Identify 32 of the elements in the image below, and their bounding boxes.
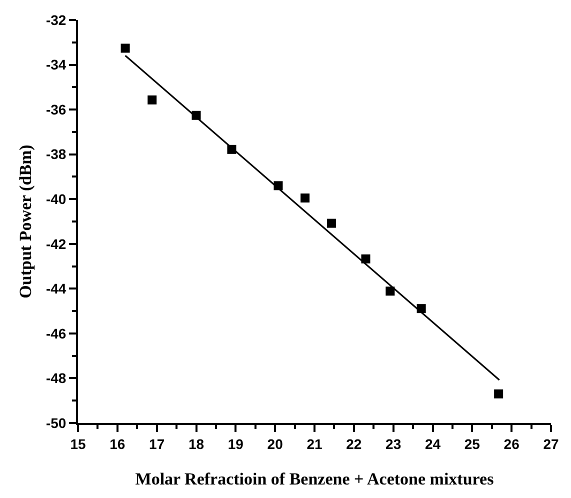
point [494,389,504,398]
x-tick-label: 15 [70,436,86,452]
x-axis-title: Molar Refractioin of Benzene + Acetone mixtures [135,470,494,489]
y-tick-label: -42 [46,236,66,252]
point [148,95,157,104]
y-tick-label: -50 [46,414,66,431]
point [120,44,130,53]
y-tick-label: -32 [46,12,66,28]
y-tick-label: -48 [46,370,66,386]
x-tick-label: 19 [228,436,244,452]
point [386,286,395,296]
y-tick-label: -44 [46,280,66,297]
point [300,193,310,202]
x-tick-label: 25 [464,436,480,452]
x-tick-label: 16 [110,436,126,452]
x-tick-label: 23 [386,436,402,452]
x-tick-label: 21 [306,436,322,452]
point [361,254,370,264]
y-tick-label: -46 [46,325,66,342]
x-tick-label: 17 [149,436,165,452]
x-tick-label: 27 [543,436,559,452]
x-tick-label: 22 [346,436,362,452]
y-tick-label: -38 [46,146,66,162]
x-tick-label: 20 [267,436,284,452]
y-axis-title: Output Power (dBm) [16,144,36,298]
x-tick-label: 24 [424,436,441,452]
x-tick-label: 18 [188,436,204,452]
point [326,218,336,228]
y-tick-label: -34 [46,56,66,73]
y-tick-label: -36 [46,101,66,118]
x-tick-label: 26 [504,436,520,452]
y-tick-label: -40 [46,191,66,208]
